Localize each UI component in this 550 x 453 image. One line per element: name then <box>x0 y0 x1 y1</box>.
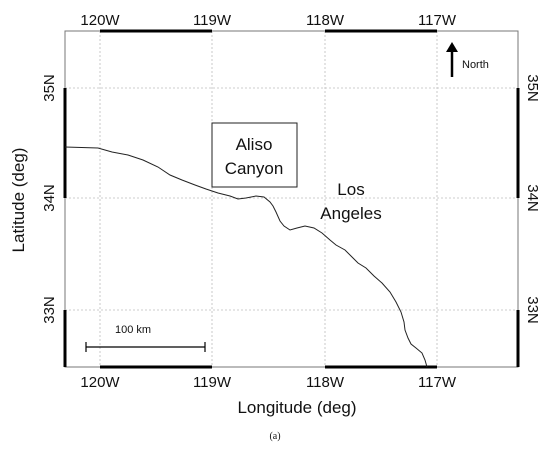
tick-label-right-35n: 35N <box>524 74 541 102</box>
map-frame <box>64 30 519 368</box>
figure-caption: (a) <box>269 431 280 442</box>
aliso-canyon-box <box>211 122 298 188</box>
scale-bar-label: 100 km <box>115 324 151 336</box>
tick-label-top-119w: 119W <box>193 12 232 29</box>
tick-label-top-120w: 120W <box>80 12 120 29</box>
north-label: North <box>462 59 489 71</box>
tick-label-right-33n: 33N <box>524 296 541 324</box>
x-axis-title: Longitude (deg) <box>237 398 356 417</box>
aliso-canyon-label-line2: Canyon <box>225 159 284 178</box>
frame-bar-segments <box>63 29 520 369</box>
tick-label-left-33n: 33N <box>41 296 58 324</box>
tick-label-bottom-120w: 120W <box>80 374 120 391</box>
scale-bar: 100 km <box>85 324 206 352</box>
tick-label-top-118w: 118W <box>306 12 345 29</box>
y-axis-title: Latitude (deg) <box>9 148 28 253</box>
tick-label-right-34n: 34N <box>524 184 541 212</box>
north-arrow: North <box>446 42 489 77</box>
tick-label-bottom-119w: 119W <box>193 374 232 391</box>
coastline <box>64 146 428 368</box>
aliso-canyon-label-line1: Aliso <box>236 135 273 154</box>
tick-label-left-35n: 35N <box>41 74 58 102</box>
tick-label-bottom-118w: 118W <box>306 374 345 391</box>
north-arrow-icon <box>446 42 458 52</box>
los-angeles-label-line2: Angeles <box>320 204 381 223</box>
los-angeles-label-line1: Los <box>337 180 364 199</box>
tick-label-left-34n: 34N <box>41 184 58 212</box>
tick-label-bottom-117w: 117W <box>418 374 457 391</box>
graticule <box>65 31 518 367</box>
tick-label-top-117w: 117W <box>418 12 457 29</box>
